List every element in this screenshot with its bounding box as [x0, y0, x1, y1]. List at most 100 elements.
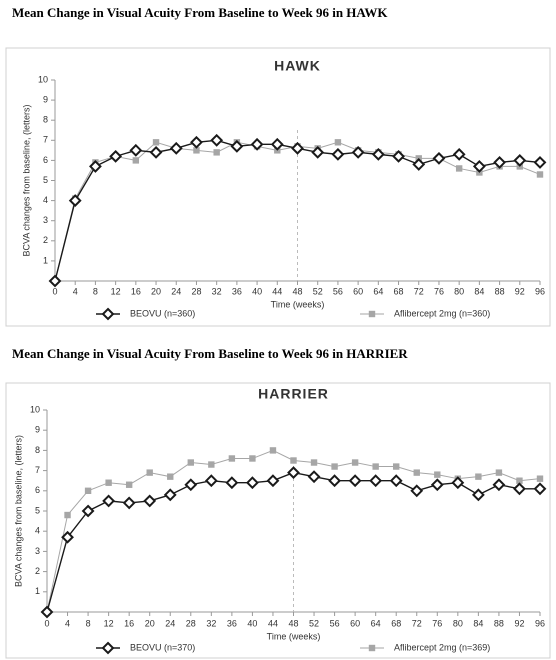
y-tick-label: 3 [43, 215, 48, 225]
x-tick-label: 16 [124, 618, 134, 628]
x-tick-label: 64 [373, 286, 383, 296]
point [208, 461, 215, 468]
y-tick-label: 2 [35, 566, 40, 576]
point [410, 484, 424, 498]
point [270, 137, 284, 151]
point [331, 463, 338, 470]
point [430, 478, 444, 492]
point [290, 457, 297, 464]
x-tick-label: 8 [86, 618, 91, 628]
point [129, 143, 143, 157]
chart: Mean Change in Visual Acuity From Baseli… [5, 346, 551, 659]
point [513, 153, 527, 167]
heading: Mean Change in Visual Acuity From Baseli… [12, 5, 388, 20]
y-tick-label: 6 [35, 485, 40, 495]
point [230, 139, 244, 153]
x-tick-label: 12 [111, 286, 121, 296]
series-line [46, 471, 540, 613]
point [143, 494, 157, 508]
x-tick-label: 72 [412, 618, 422, 628]
point [84, 487, 92, 494]
point [389, 474, 403, 488]
x-tick-label: 56 [333, 286, 343, 296]
x-tick-label: 60 [350, 618, 360, 628]
point [163, 488, 177, 502]
point [169, 141, 183, 155]
point [105, 479, 112, 486]
point [61, 530, 74, 544]
heading: Mean Change in Visual Acuity From Baseli… [12, 346, 408, 361]
x-tick-label: 0 [52, 286, 57, 296]
point [432, 151, 446, 165]
y-tick-label: 5 [43, 175, 48, 185]
x-tick-label: 40 [252, 286, 262, 296]
point [334, 139, 342, 146]
y-tick-label: 8 [43, 115, 48, 125]
y-tick-label: 8 [35, 445, 40, 455]
y-tick-label: 9 [43, 94, 48, 104]
x-tick-label: 52 [313, 286, 323, 296]
x-tick-label: 80 [454, 286, 464, 296]
x-tick-label: 76 [434, 286, 444, 296]
x-tick-label: 68 [394, 286, 404, 296]
point [64, 511, 71, 519]
chart-title: HAWK [274, 58, 321, 74]
point [152, 139, 160, 146]
point [249, 455, 256, 462]
point [109, 149, 123, 163]
chart-frame [5, 47, 551, 327]
point [132, 157, 140, 164]
legend-marker [101, 307, 115, 321]
legend-marker [101, 641, 115, 655]
point [48, 274, 62, 288]
x-tick-label: 84 [473, 618, 483, 628]
x-tick-label: 36 [232, 286, 242, 296]
point [351, 145, 365, 159]
x-tick-label: 0 [44, 618, 49, 628]
y-tick-label: 2 [43, 235, 48, 245]
x-tick-label: 20 [151, 286, 161, 296]
point [513, 482, 526, 496]
point [328, 474, 341, 488]
y-tick-label: 7 [43, 135, 48, 145]
point [149, 145, 163, 159]
y-tick-label: 4 [35, 526, 40, 536]
y-tick-label: 1 [43, 255, 48, 265]
point [348, 474, 362, 488]
x-tick-label: 40 [247, 618, 257, 628]
x-tick-label: 44 [268, 618, 278, 628]
x-tick-label: 92 [514, 618, 524, 628]
point [472, 160, 486, 173]
point [266, 474, 280, 488]
point [371, 147, 385, 161]
x-tick-label: 56 [330, 618, 340, 628]
x-tick-label: 80 [453, 618, 463, 628]
x-tick-label: 88 [494, 618, 504, 628]
point [213, 149, 220, 156]
legend-label: Aflibercept 2mg (n=369) [394, 642, 490, 652]
point [228, 455, 236, 462]
x-tick-label: 88 [495, 286, 505, 296]
legend-label: BEOVU (n=370) [130, 642, 195, 652]
x-tick-label: 32 [212, 286, 222, 296]
point [68, 194, 82, 208]
point [516, 477, 523, 484]
point [291, 141, 304, 155]
point [204, 474, 218, 488]
point [536, 171, 544, 178]
point [40, 605, 54, 619]
point [412, 158, 426, 171]
chart: Mean Change in Visual Acuity From Baseli… [5, 5, 551, 327]
point [250, 137, 264, 151]
point [122, 496, 136, 510]
x-tick-label: 28 [186, 618, 196, 628]
point [89, 160, 102, 173]
point [187, 459, 194, 466]
y-tick-label: 7 [35, 465, 40, 475]
x-tick-label: 4 [65, 618, 70, 628]
chart-frame [5, 382, 551, 659]
legend-label: BEOVU (n=360) [130, 308, 195, 318]
point [533, 482, 547, 496]
point [125, 481, 133, 488]
